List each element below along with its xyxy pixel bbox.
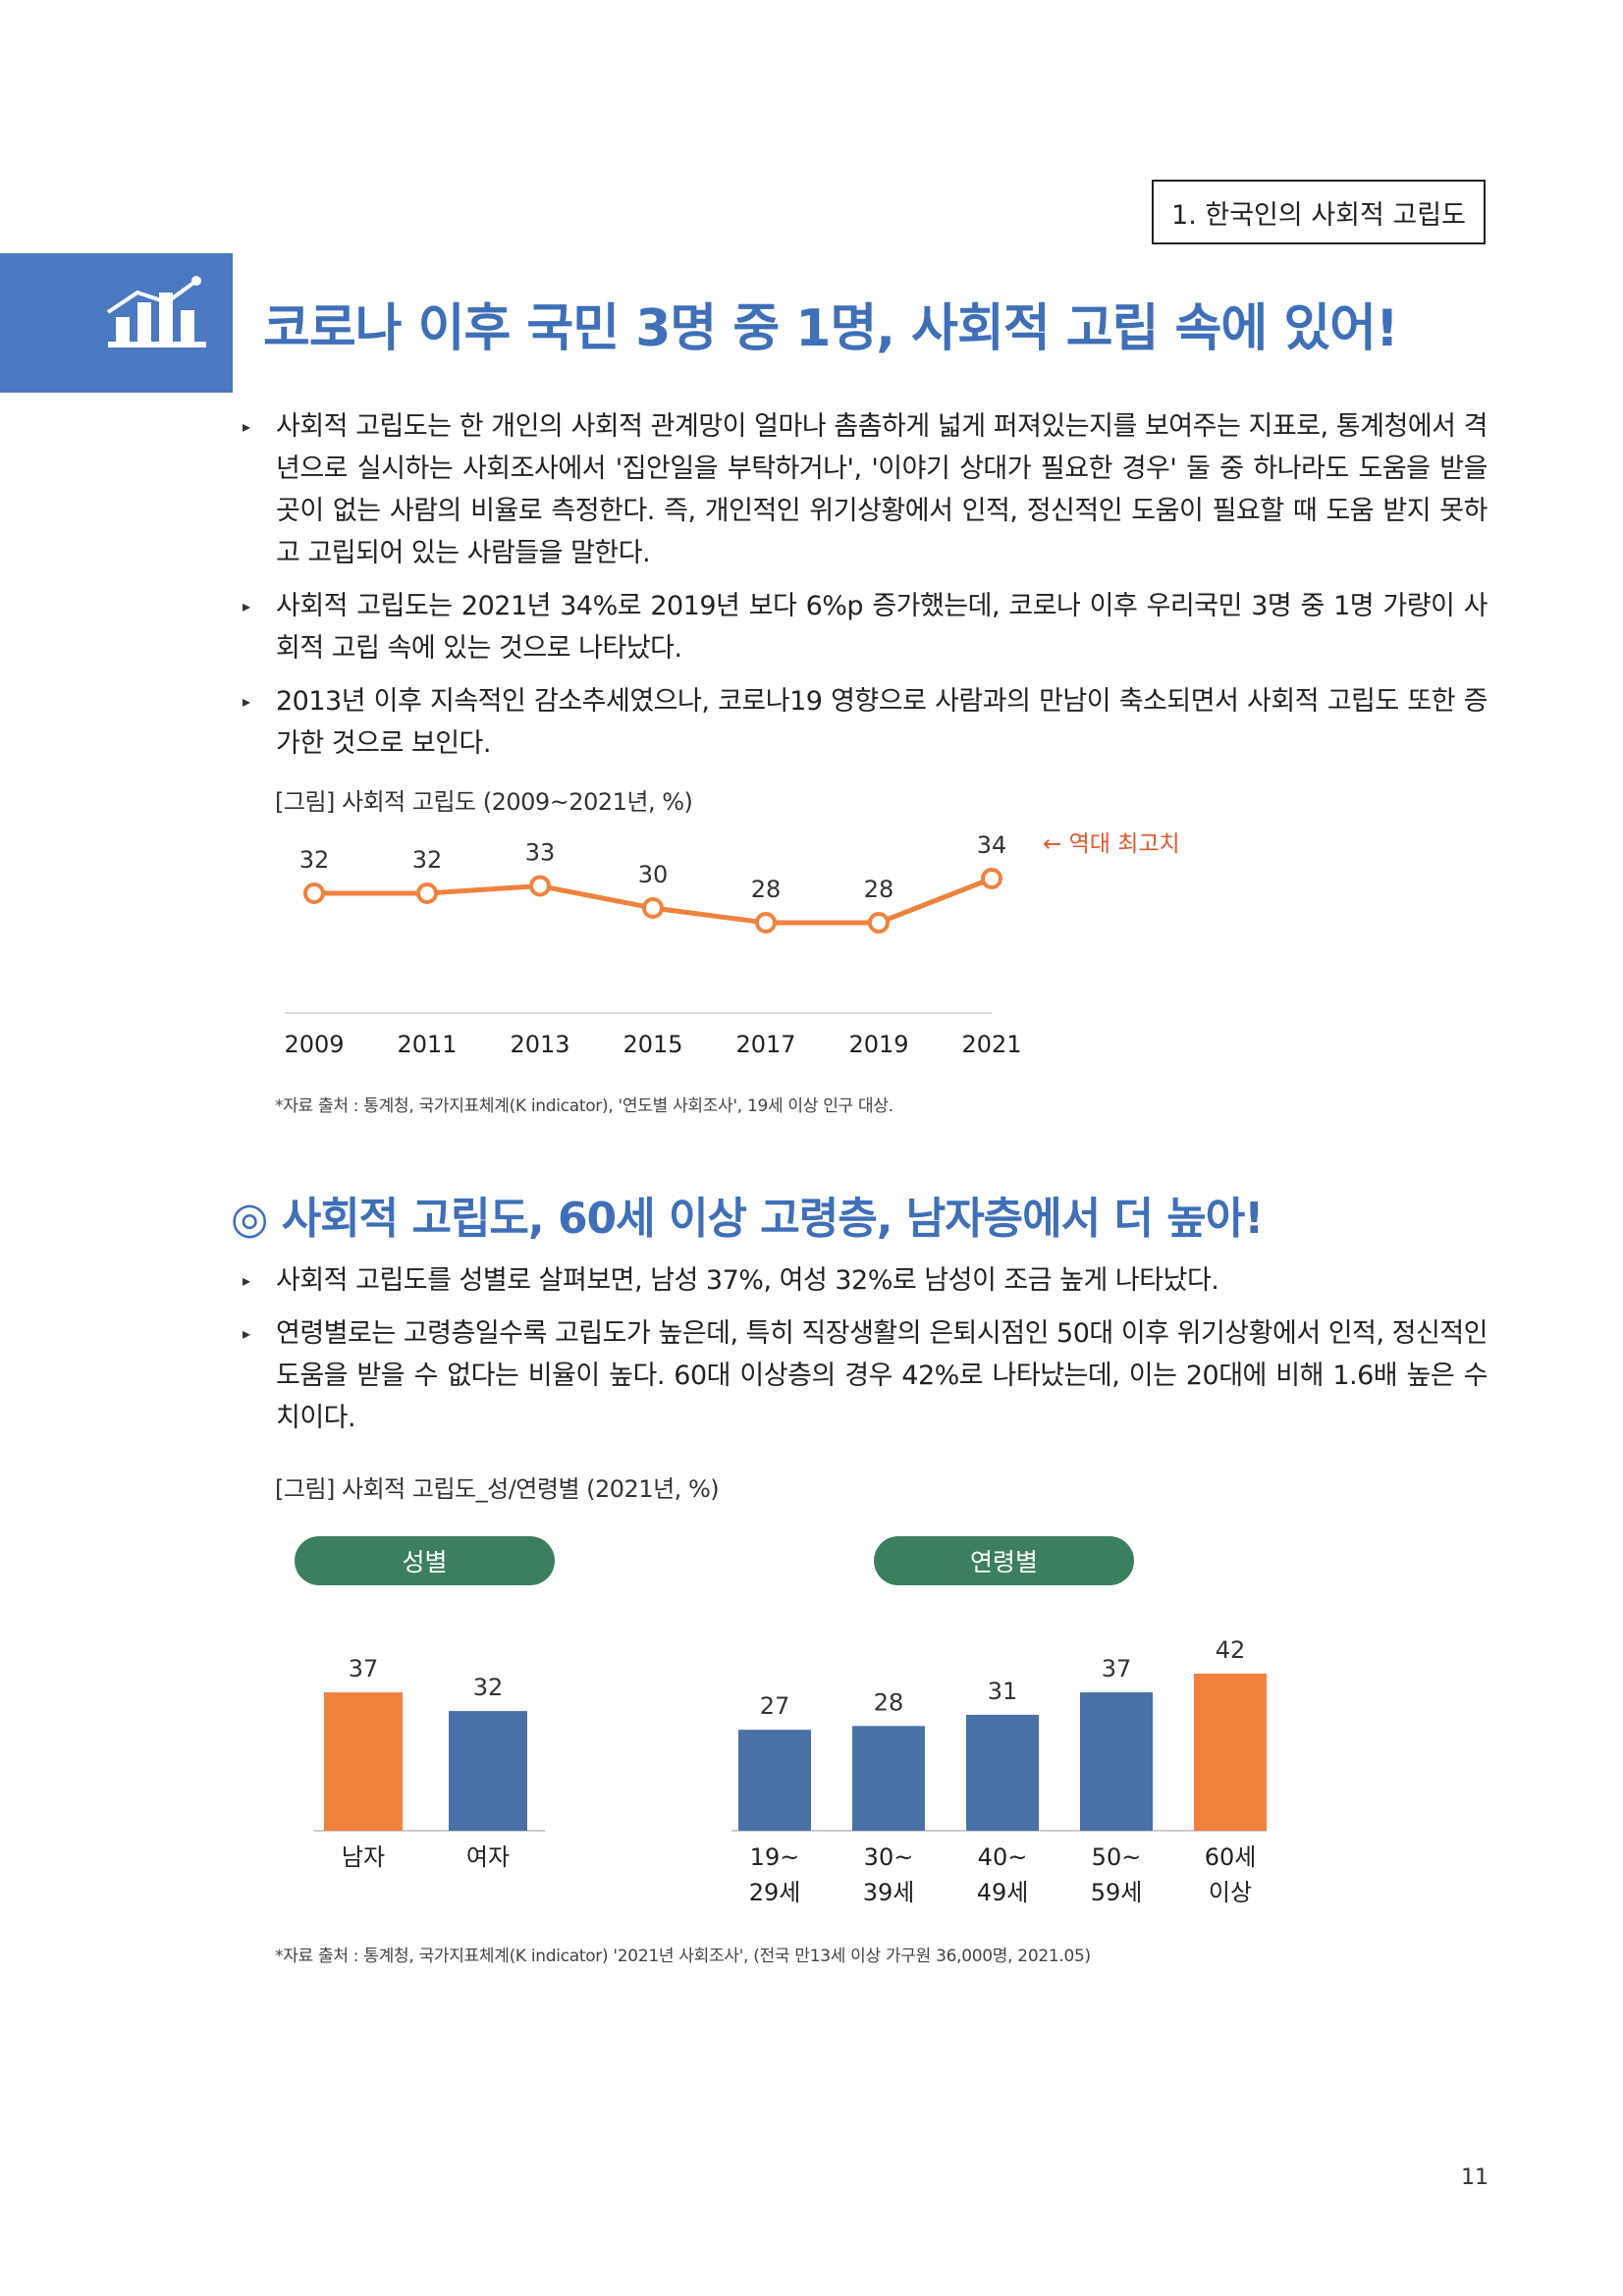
category-label: 50~: [1092, 1843, 1142, 1871]
x-tick-label: 2011: [397, 1031, 457, 1058]
data-label: 31: [988, 1678, 1018, 1705]
list-item: ▸ 연령별로는 고령층일수록 고립도가 높은데, 특히 직장생활의 은퇴시점인 5…: [241, 1312, 1488, 1439]
bullet-arrow-icon: ▸: [243, 417, 250, 436]
bar: [852, 1726, 925, 1831]
data-point: [981, 868, 1002, 889]
category-label: 29세: [749, 1879, 801, 1906]
category-label: 59세: [1091, 1879, 1143, 1906]
x-tick-label: 2019: [848, 1031, 908, 1058]
list-item: ▸ 사회적 고립도는 2021년 34%로 2019년 보다 6%p 증가했는데,…: [241, 585, 1488, 669]
data-label: 32: [412, 846, 443, 874]
category-label: 19~: [750, 1843, 800, 1871]
category-label: 49세: [977, 1879, 1029, 1906]
header-band: [0, 253, 233, 393]
category-label: 60세: [1205, 1843, 1257, 1871]
data-label: 37: [1102, 1655, 1132, 1682]
page-number: 11: [1461, 2165, 1488, 2190]
list-item: ▸ 사회적 고립도를 성별로 살펴보면, 남성 37%, 여성 32%로 남성이 …: [241, 1259, 1488, 1302]
data-label: 33: [525, 839, 556, 867]
data-point: [868, 912, 890, 934]
list-item: ▸ 사회적 고립도는 한 개인의 사회적 관계망이 얼마나 촘촘하게 넓게 퍼져있…: [241, 405, 1488, 574]
bar: [324, 1692, 403, 1831]
bar: [966, 1714, 1039, 1831]
category-label: 40~: [978, 1843, 1028, 1871]
category-label: 남자: [342, 1843, 385, 1871]
line-chart: 32 2009 32 2011 33 2013 30 2015 28 2017 28 2019 34 20…: [284, 831, 1180, 1058]
x-tick-label: 2013: [510, 1031, 569, 1058]
age-panel-label: 연령별: [874, 1536, 1134, 1585]
data-point: [755, 912, 777, 934]
figure2-source: *자료 출처 : 통계청, 국가지표체계(K indicator) '2021년…: [275, 1947, 1091, 1966]
x-tick-label: 2021: [961, 1031, 1021, 1058]
main-title: 코로나 이후 국민 3명 중 1명, 사회적 고립 속에 있어!: [263, 299, 1399, 358]
data-point: [642, 897, 664, 919]
sub-bullet-list: ▸ 사회적 고립도를 성별로 살펴보면, 남성 37%, 여성 32%로 남성이 …: [241, 1259, 1488, 1450]
data-label: 32: [299, 846, 330, 874]
data-label: 34: [977, 831, 1007, 859]
category-label: 이상: [1209, 1879, 1252, 1906]
intro-bullet-list: ▸ 사회적 고립도는 한 개인의 사회적 관계망이 얼마나 촘촘하게 넓게 퍼져있…: [241, 405, 1488, 775]
data-label: 32: [473, 1674, 504, 1701]
data-label: 28: [864, 876, 894, 903]
data-label: 30: [638, 861, 669, 888]
data-label: 28: [751, 876, 782, 903]
category-label: 30~: [864, 1843, 914, 1871]
list-item: ▸ 2013년 이후 지속적인 감소추세였으나, 코로나19 영향으로 사람과의 …: [241, 680, 1488, 765]
data-point: [303, 882, 325, 904]
x-tick-label: 2009: [284, 1031, 344, 1058]
chart-icon: [106, 276, 206, 347]
data-label: 37: [349, 1655, 379, 1682]
gender-panel-label: 성별: [295, 1536, 555, 1585]
data-label: 42: [1216, 1636, 1246, 1664]
sub-title: ◎ 사회적 고립도, 60세 이상 고령층, 남자층에서 더 높아!: [231, 1194, 1264, 1244]
figure1-source: *자료 출처 : 통계청, 국가지표체계(K indicator), '연도별 …: [275, 1096, 893, 1116]
category-label: 여자: [466, 1843, 510, 1871]
bar: [1080, 1692, 1153, 1831]
bar: [1194, 1674, 1267, 1831]
bullet-arrow-icon: ▸: [243, 1271, 250, 1290]
category-label: 39세: [863, 1879, 915, 1906]
data-label: 28: [874, 1688, 904, 1716]
bullet-arrow-icon: ▸: [243, 597, 250, 615]
x-tick-label: 2015: [622, 1031, 682, 1058]
data-label: 27: [760, 1692, 790, 1720]
annotation-label: ← 역대 최고치: [1043, 831, 1180, 857]
bullet-arrow-icon: ▸: [243, 692, 250, 711]
figure1-caption: [그림] 사회적 고립도 (2009~2021년, %): [275, 788, 693, 816]
bar-charts: 37 남자 32 여자 27 19~ 29세 28 30~ 39세 31 40~ 49세 37 50~ 59세…: [314, 1636, 1267, 1906]
x-tick-label: 2017: [735, 1031, 795, 1058]
data-point: [529, 875, 551, 897]
bullet-arrow-icon: ▸: [243, 1324, 250, 1343]
bar: [738, 1730, 811, 1831]
data-point: [416, 882, 438, 904]
figure2-caption: [그림] 사회적 고립도_성/연령별 (2021년, %): [275, 1475, 720, 1503]
section-tag: 1. 한국인의 사회적 고립도: [1152, 180, 1486, 244]
bar: [449, 1711, 527, 1831]
